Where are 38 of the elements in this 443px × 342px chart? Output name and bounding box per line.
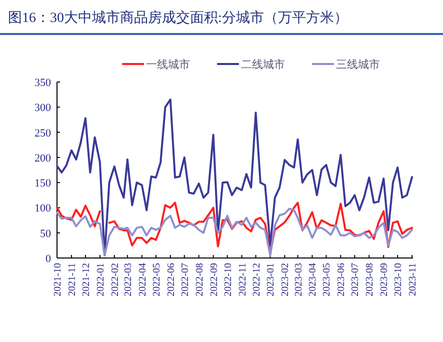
legend-label: 一线城市 xyxy=(146,58,190,71)
x-tick-label: 2023-11 xyxy=(408,263,419,296)
x-tick-label: 2023-03 xyxy=(293,263,304,296)
x-tick-label: 2022-07 xyxy=(180,263,191,296)
y-tick-label: 300 xyxy=(34,102,52,114)
x-tick-label: 2021-10 xyxy=(52,263,64,296)
x-tick-label: 2022-06 xyxy=(166,263,177,296)
x-tick-label: 2022-04 xyxy=(137,263,148,296)
x-tick-label: 2022-10 xyxy=(222,263,234,296)
x-tick-label: 2023-02 xyxy=(280,263,292,296)
legend-label: 三线城市 xyxy=(336,58,380,71)
y-tick-label: 350 xyxy=(34,77,52,89)
x-tick-label: 2022-03 xyxy=(122,263,134,296)
x-tick-label: 2023-10 xyxy=(393,263,404,296)
x-tick-label: 2021-11 xyxy=(66,263,78,296)
x-tick-label: 2022-05 xyxy=(151,263,162,296)
x-tick-label: 2023-07 xyxy=(350,263,362,296)
x-tick-label: 2021-12 xyxy=(80,263,92,296)
y-tick-label: 0 xyxy=(46,253,52,265)
x-tick-label: 2023-04 xyxy=(308,263,319,296)
x-tick-label: 2023-06 xyxy=(336,263,348,296)
x-tick-label: 2023-01 xyxy=(266,263,277,296)
y-tick-label: 200 xyxy=(34,152,52,164)
y-tick-label: 100 xyxy=(34,202,52,215)
x-tick-label: 2023-09 xyxy=(379,263,390,296)
y-tick-label: 50 xyxy=(40,228,52,240)
x-tick-label: 2022-08 xyxy=(194,263,206,296)
x-tick-label: 2023-05 xyxy=(322,263,333,296)
x-tick-label: 2022-11 xyxy=(237,263,248,296)
x-tick-label: 2022-12 xyxy=(251,263,262,296)
y-tick-label: 150 xyxy=(34,178,52,190)
legend-label: 二线城市 xyxy=(241,58,285,71)
x-tick-label: 2022-09 xyxy=(208,263,220,296)
x-tick-label: 2022-02 xyxy=(110,263,121,296)
y-tick-label: 250 xyxy=(34,127,52,140)
x-tick-label: 2022-01 xyxy=(95,263,106,296)
title: 图16：30大中城市商品房成交面积:分城市（万平方米） xyxy=(8,11,348,26)
x-tick-label: 2023-08 xyxy=(364,263,376,296)
